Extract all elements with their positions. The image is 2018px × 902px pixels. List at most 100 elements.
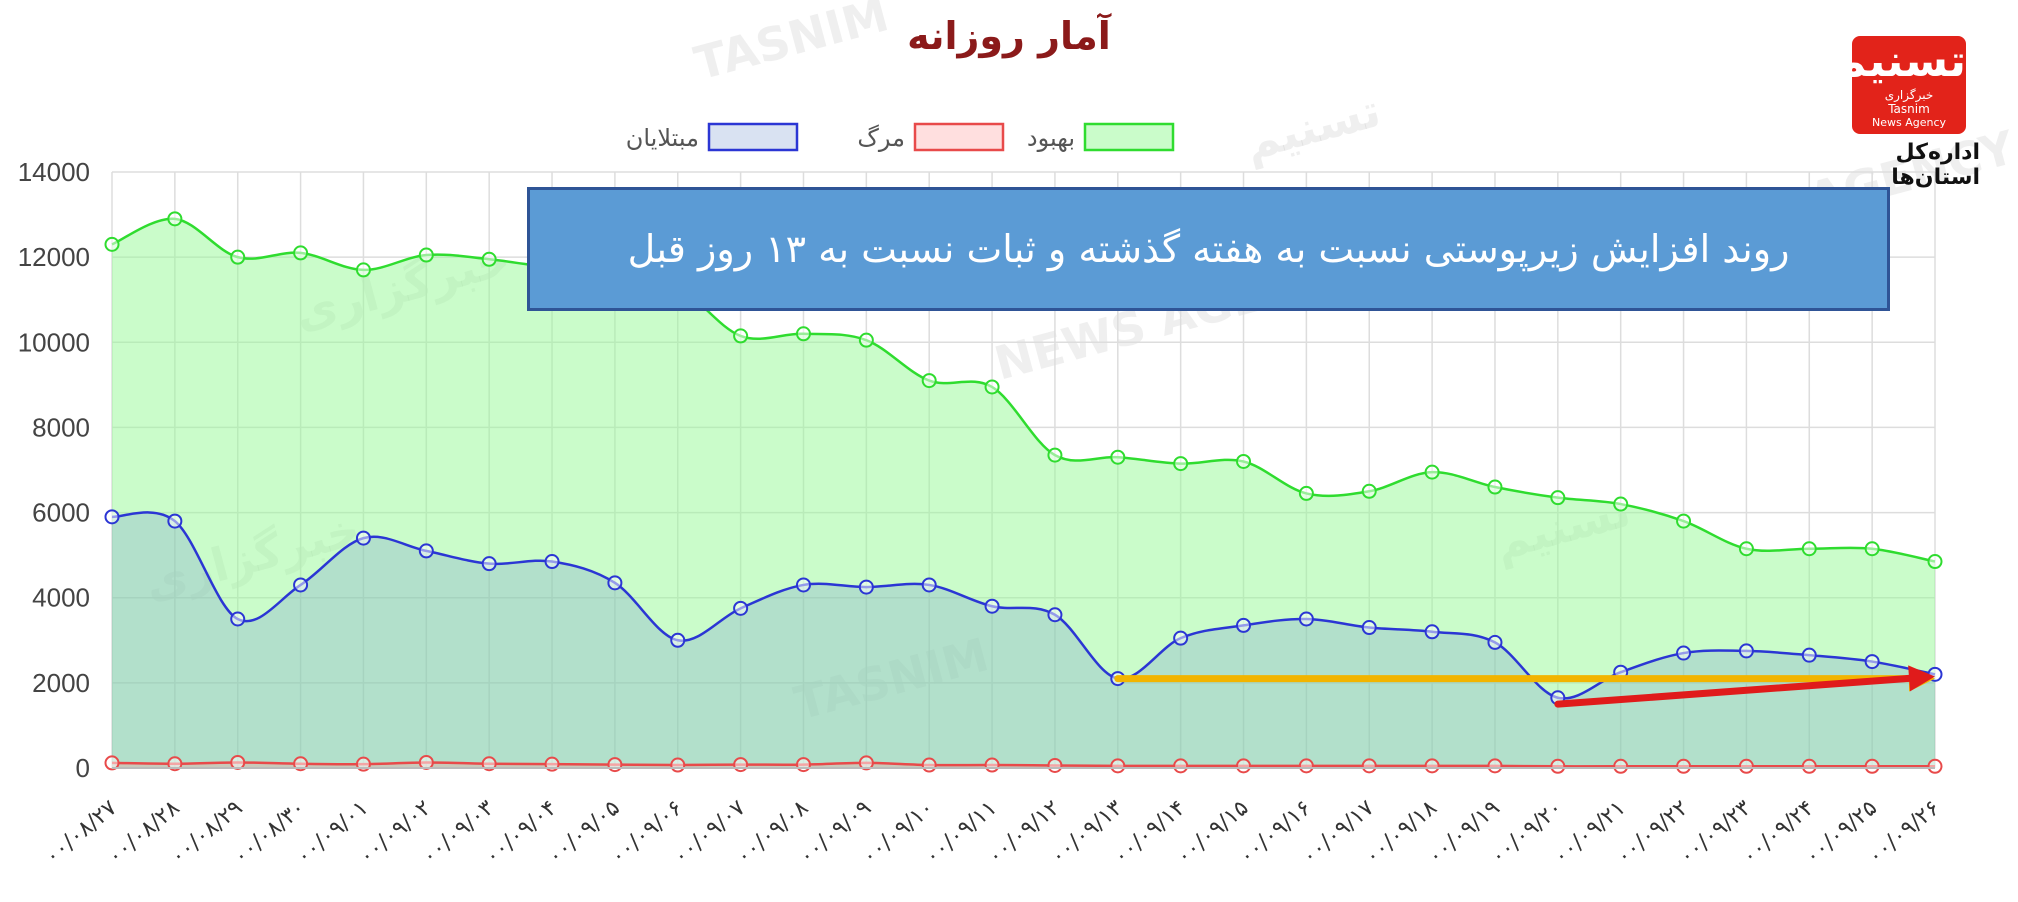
data-point [104,509,120,525]
series-area [112,512,1935,768]
data-point [1927,554,1943,570]
data-point [1298,758,1314,774]
series-area [112,218,1935,769]
data-point [1110,758,1126,774]
data-point [1550,490,1566,506]
data-point [1298,485,1314,501]
data-point [1676,645,1692,661]
data-point [1613,758,1629,774]
data-point [921,757,937,773]
data-point [795,757,811,773]
data-point [1173,758,1189,774]
data-point [607,757,623,773]
data-point [733,600,749,616]
data-point [1801,647,1817,663]
data-point [293,245,309,261]
y-tick-label: 8000 [32,412,90,442]
annotation-arrow-head [1908,665,1935,692]
data-point [1047,607,1063,623]
annotation-arrow-shaft [1554,674,1913,708]
y-tick-label: 12000 [18,242,90,272]
data-point [1298,611,1314,627]
y-tick-label: 14000 [18,157,90,187]
data-point [858,755,874,771]
data-point [1047,757,1063,773]
logo-agency-sub: News Agency [1871,116,1947,129]
data-point [1173,456,1189,472]
data-point [1864,541,1880,557]
data-point [167,756,183,772]
data-point [1487,634,1503,650]
data-point [858,332,874,348]
data-point [1361,620,1377,636]
y-tick-label: 6000 [32,498,90,528]
data-point [1801,541,1817,557]
data-point [1613,496,1629,512]
data-point [1236,453,1252,469]
data-point [984,598,1000,614]
data-point [293,577,309,593]
x-tick-label: ۰۰/۰۹/۲۶ [1863,795,1945,869]
data-point [1927,758,1943,774]
headline-banner: روند افزایش زیرپوستی نسبت به هفته گذشته … [527,187,1890,311]
data-point [355,530,371,546]
logo-glyph: تسنیم [1834,36,1966,87]
data-point [418,247,434,263]
data-point [1550,758,1566,774]
data-point [670,757,686,773]
data-point [1110,449,1126,465]
legend-swatch [707,122,799,152]
data-point [167,513,183,529]
data-point [1676,513,1692,529]
logo-agency-en: Tasnim [1888,102,1930,116]
annotations [1114,665,1935,708]
data-point [921,577,937,593]
legend: بهبود مرگ مبتلایان [626,122,1175,152]
data-point [1487,479,1503,495]
data-point [1424,758,1440,774]
legend-swatch [913,122,1005,152]
data-point [795,326,811,342]
data-point [167,211,183,227]
data-point [1173,630,1189,646]
data-point [1236,758,1252,774]
data-point [1864,654,1880,670]
data-point [544,554,560,570]
tasnim-logo: تسنیم خبرگزاری Tasnim News Agency [1834,36,1966,134]
data-point [984,757,1000,773]
data-point [1738,643,1754,659]
data-point [104,755,120,771]
legend-label: بهبود [1027,124,1075,152]
logo-agency-fa: خبرگزاری [1884,88,1934,102]
data-point [1487,758,1503,774]
data-point [1676,758,1692,774]
data-point [733,328,749,344]
legend-label: مرگ [857,124,905,152]
data-point [795,577,811,593]
data-point [418,543,434,559]
legend-label: مبتلایان [626,124,699,152]
y-tick-label: 4000 [32,583,90,613]
y-tick-label: 10000 [18,327,90,357]
data-point [858,579,874,595]
data-point [1424,464,1440,480]
data-point [1236,617,1252,633]
data-point [1361,758,1377,774]
data-point [355,262,371,278]
data-point [733,757,749,773]
watermark-text: تسنیم [1239,83,1386,171]
data-point [481,251,497,267]
data-point [921,373,937,389]
headline-text: روند افزایش زیرپوستی نسبت به هفته گذشته … [627,227,1790,271]
y-tick-label: 0 [76,753,90,783]
logo-caption: اداره‌کل استان‌ها [1891,140,1980,190]
data-point [481,756,497,772]
data-point [1801,758,1817,774]
data-point [607,575,623,591]
chart-title: آمار روزانه [907,14,1111,58]
data-point [481,556,497,572]
data-point [1738,541,1754,557]
data-point [670,632,686,648]
data-point [293,756,309,772]
